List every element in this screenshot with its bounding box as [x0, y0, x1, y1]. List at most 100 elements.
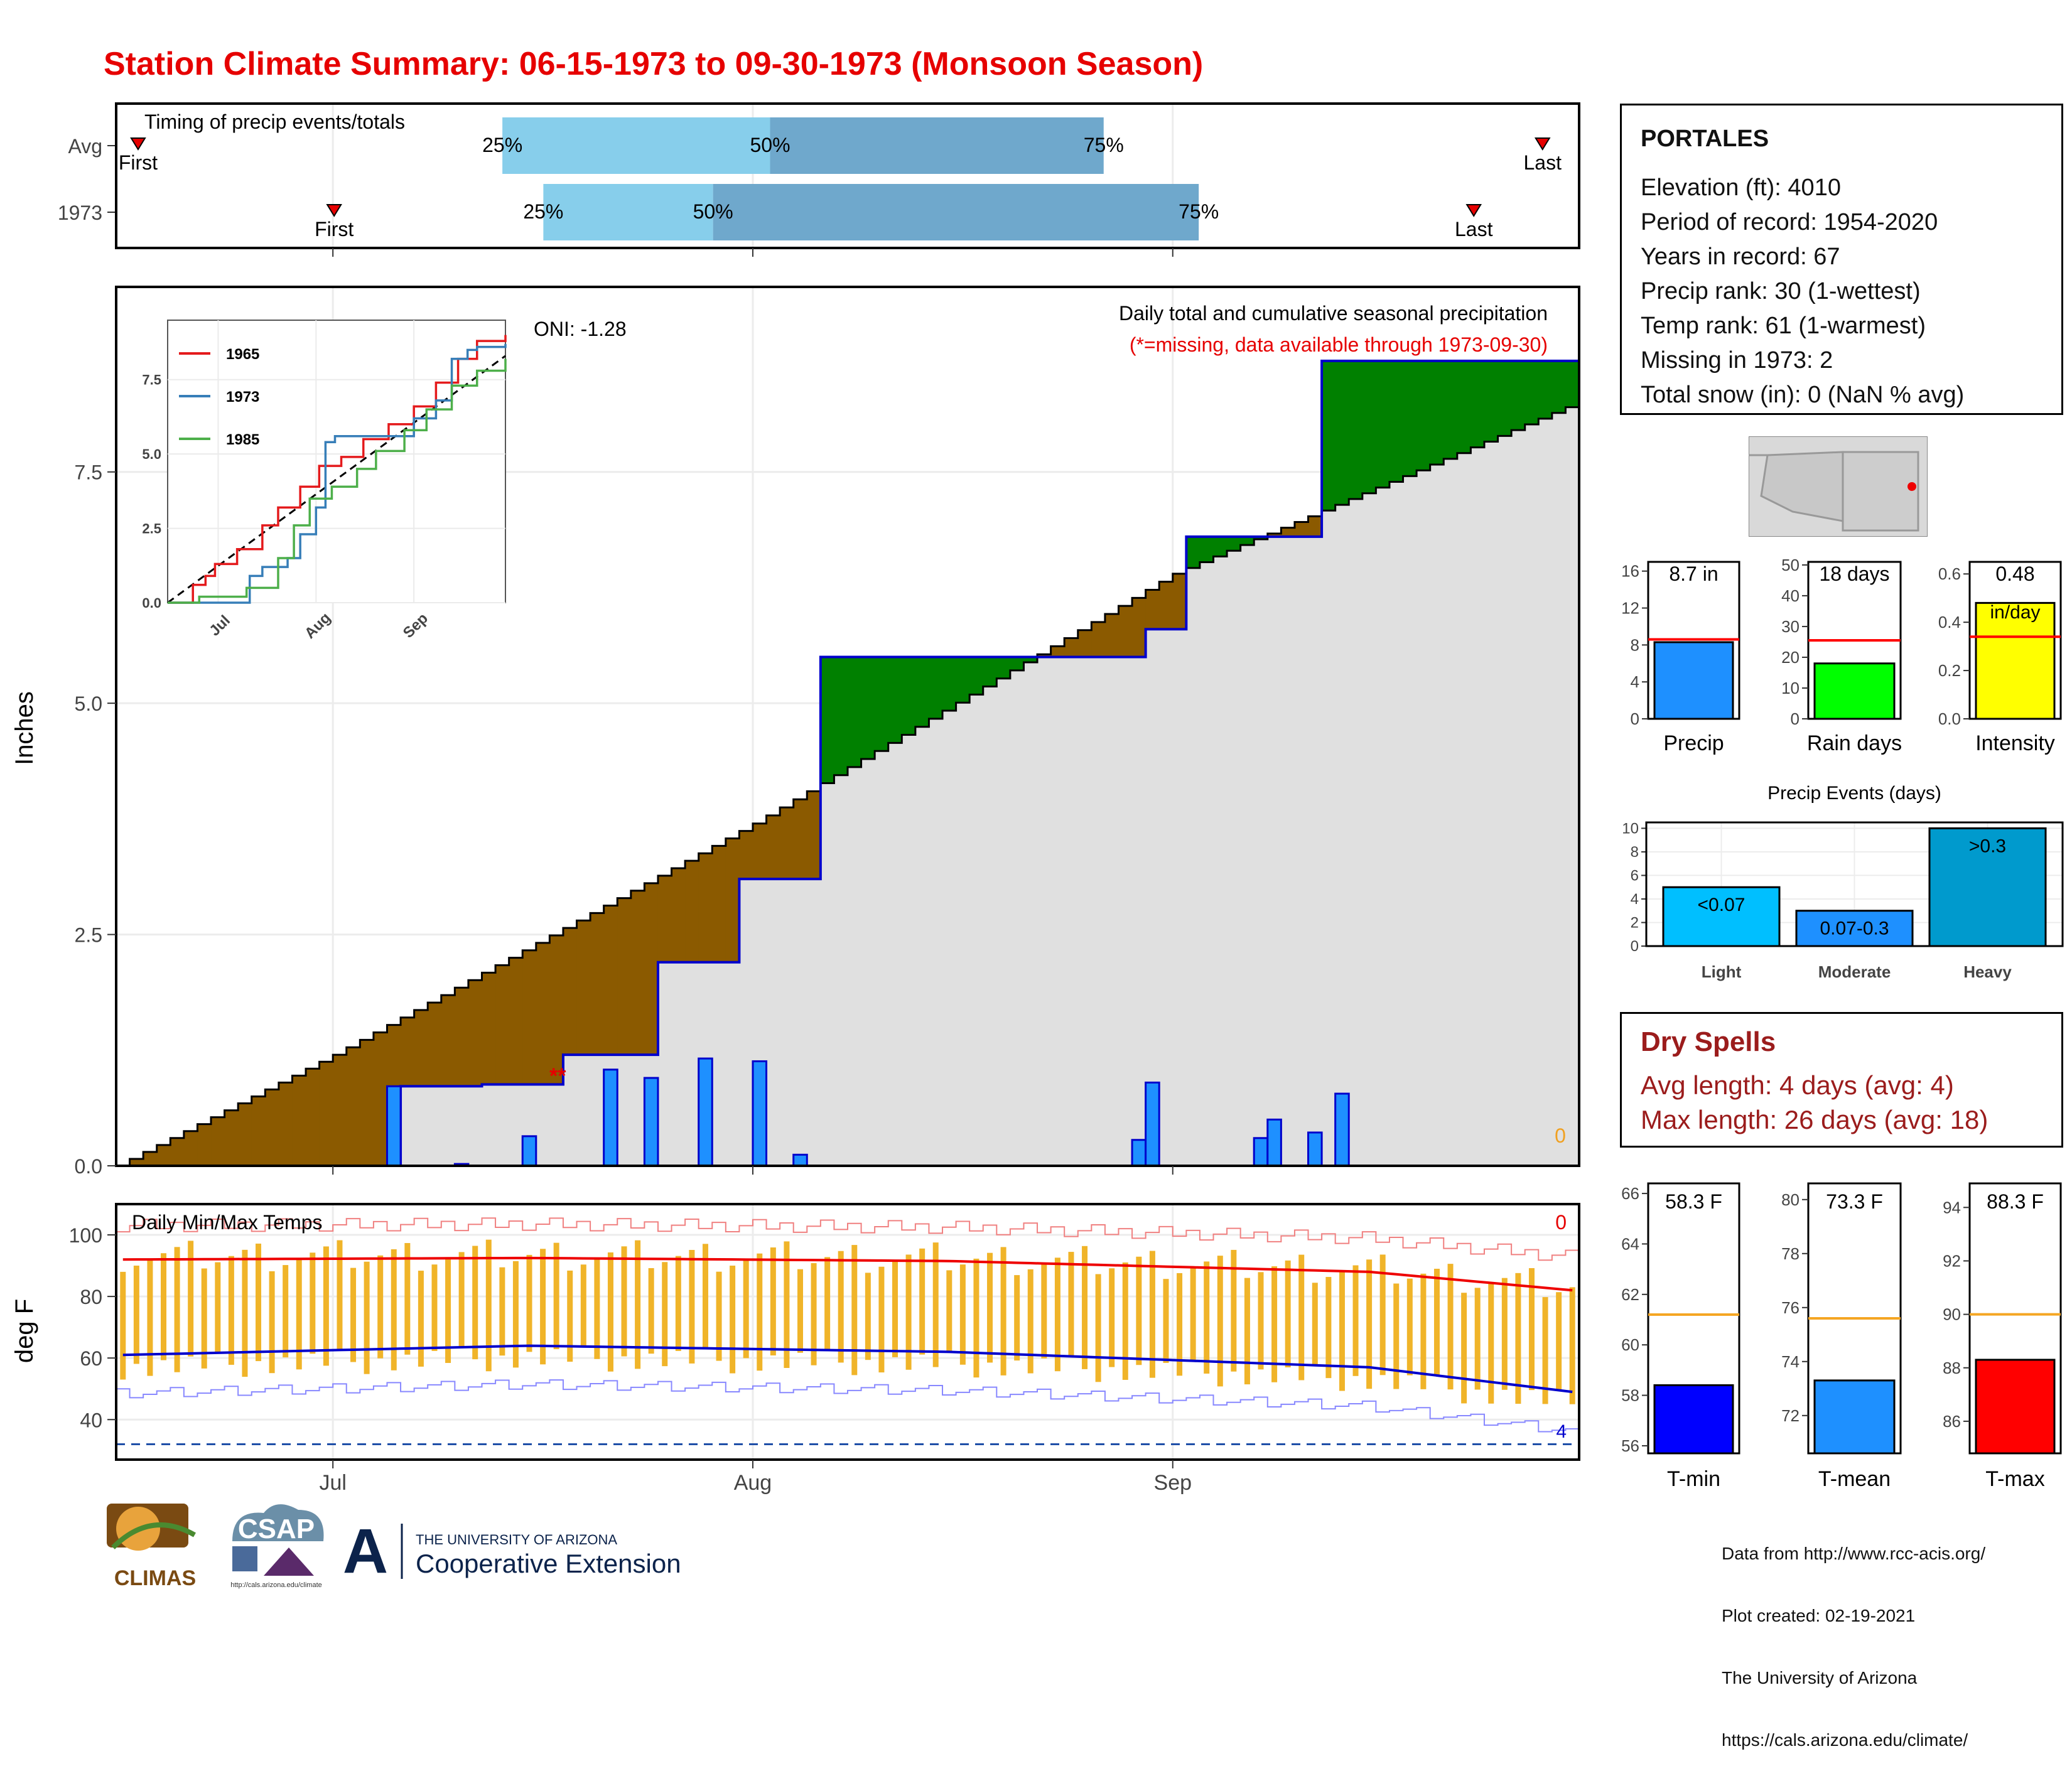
deficit-fill [509, 957, 523, 1085]
daily-temp-bar [323, 1246, 329, 1366]
legend-label: 1965 [226, 346, 259, 363]
mini-y-label: 0 [1631, 709, 1639, 728]
daily-temp-bar [526, 1254, 532, 1352]
surplus-fill [1362, 360, 1376, 493]
legend-label: 1985 [226, 431, 259, 448]
station-location-marker [1907, 482, 1916, 491]
surplus-fill [1213, 536, 1228, 557]
avg-fill [1349, 498, 1363, 1166]
avg-fill [401, 1086, 415, 1166]
deficit-fill [1145, 589, 1160, 630]
daily-precip-bar [521, 1135, 537, 1167]
dry-spells-title: Dry Spells [1641, 1026, 1776, 1057]
avg-fill [983, 686, 997, 1166]
daily-temp-bar [1366, 1259, 1373, 1389]
deficit-fill [1308, 516, 1322, 537]
daily-temp-bar [350, 1268, 357, 1362]
daily-temp-bar [757, 1253, 763, 1371]
daily-temp-bar [1501, 1278, 1508, 1390]
daily-temp-bar [296, 1259, 302, 1370]
deficit-fill [1132, 598, 1147, 657]
deficit-fill [441, 995, 455, 1087]
precip-note-missing: (*=missing, data available through 1973-… [1130, 333, 1548, 356]
temp-y-label: 92 [1943, 1251, 1961, 1270]
daily-temp-bar [905, 1254, 912, 1370]
first-marker-label: First [119, 151, 158, 174]
uofa-big-text: Cooperative Extension [416, 1549, 681, 1578]
deficit-fill [644, 883, 659, 1055]
pct-label: 25% [482, 134, 522, 156]
footer-line: https://cals.arizona.edu/climate/ [1722, 1730, 1968, 1750]
avg-fill [1037, 657, 1052, 1166]
temp-axis-label: T-mean [1818, 1467, 1891, 1491]
daily-temp-bar [1433, 1268, 1440, 1375]
surplus-fill [1484, 360, 1499, 442]
deficit-fill [807, 791, 821, 880]
surplus-fill [1457, 360, 1472, 453]
avg-fill [685, 962, 699, 1166]
deficit-fill [549, 935, 564, 1085]
mini-y-label: 0 [1791, 709, 1800, 728]
daily-temp-bar [621, 1246, 627, 1357]
surplus-fill [1322, 360, 1336, 511]
daily-temp-bar [919, 1248, 925, 1355]
precip-events-chart: Precip Events (days) 0 2 4 6 8 10 <0.07 Light 0.0… [1622, 783, 2064, 981]
avg-fill [807, 879, 821, 1166]
first-marker-label: First [315, 218, 353, 240]
avg-fill [1457, 453, 1472, 1166]
surplus-fill [1227, 536, 1241, 551]
daily-temp-bar [1190, 1267, 1196, 1361]
oni-label: ONI: -1.28 [534, 318, 627, 340]
page-title: Station Climate Summary: 06-15-1973 to 0… [104, 46, 1204, 82]
deficit-fill [333, 1055, 347, 1166]
avg-fill [780, 879, 794, 1166]
daily-temp-bar [269, 1271, 275, 1374]
avg-fill [996, 678, 1011, 1166]
y-tick-label: 60 [80, 1347, 102, 1370]
footer-line: Plot created: 02-19-2021 [1722, 1606, 1916, 1625]
daily-temp-bar [1231, 1249, 1237, 1372]
x-tick-label: Aug [734, 1471, 772, 1495]
deficit-fill [752, 823, 767, 880]
daily-precip-bar [1334, 1092, 1350, 1167]
precip-frame [115, 286, 1580, 1167]
daily-temp-bar [161, 1253, 167, 1360]
surplus-fill [996, 657, 1011, 679]
avg-fill [1118, 657, 1133, 1166]
avg-fill [482, 1084, 496, 1166]
daily-temp-bar [607, 1252, 613, 1372]
avg-fill [617, 1055, 632, 1166]
temp-y-label: 74 [1781, 1352, 1800, 1371]
daily-temp-bar [418, 1271, 424, 1367]
surplus-fill [1565, 360, 1580, 407]
csap-logo: CSAP http://cals.arizona.edu/climate [230, 1504, 324, 1589]
daily-temp-bar [404, 1243, 411, 1355]
avg-fill [590, 1055, 605, 1166]
timing-row-label: Avg [68, 135, 102, 158]
legend-label: 1973 [226, 389, 259, 406]
daily-temp-bar [878, 1266, 885, 1373]
avg-fill [915, 726, 930, 1166]
deficit-fill [657, 875, 672, 962]
daily-temp-bar [1285, 1260, 1291, 1368]
precip-panel: ** 0 ONI: -1.28 Daily total and cumulative … [11, 286, 1580, 1178]
avg-fill [1497, 436, 1512, 1166]
temp-y-label: 76 [1781, 1298, 1800, 1317]
timing-frame [115, 102, 1580, 249]
deficit-fill [373, 1032, 388, 1166]
temp-axis-label: T-max [1985, 1467, 2044, 1491]
deficit-fill [576, 920, 591, 1055]
avg-fill [888, 743, 902, 1166]
deficit-fill [401, 1017, 415, 1087]
csap-logo-url: http://cals.arizona.edu/climate [230, 1581, 322, 1589]
deficit-fill [170, 1138, 185, 1166]
deficit-fill [698, 853, 713, 962]
daily-temp-bar [1027, 1269, 1033, 1374]
mini-y-label: 4 [1631, 672, 1639, 691]
avg-fill [1484, 441, 1499, 1166]
timing-label: Timing of precip events/totals [144, 110, 405, 133]
deficit-fill [630, 890, 645, 1055]
iqr-upper-bar [770, 117, 1104, 174]
daily-temp-bar [1406, 1278, 1413, 1375]
corner-count: 0 [1555, 1211, 1567, 1234]
